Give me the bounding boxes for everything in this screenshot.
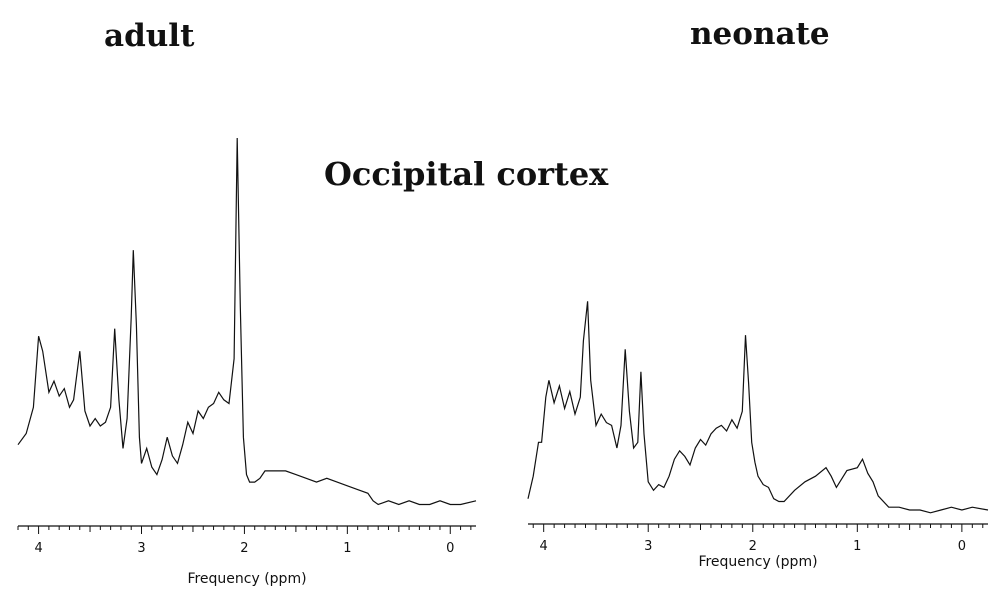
neonate-tick-label: 2: [749, 539, 757, 554]
adult-tick-label: 2: [240, 541, 248, 556]
adult-tick-label: 4: [34, 541, 42, 556]
neonate-x-axis-label: Frequency (ppm): [698, 554, 817, 570]
adult-spectrum-line: [17, 137, 477, 506]
neonate-tick-label: 1: [853, 539, 861, 554]
neonate-spectrum-panel: 4 3 2 1 0 Frequency (ppm): [527, 301, 989, 570]
neonate-tick-label: 0: [958, 539, 966, 554]
adult-spectrum-panel: 4 3 2 1 0 Frequency (ppm): [17, 137, 477, 587]
neonate-tick-label: 4: [540, 539, 548, 554]
adult-x-axis-label: Frequency (ppm): [187, 571, 306, 587]
adult-tick-label: 3: [137, 541, 145, 556]
adult-tick-label: 1: [343, 541, 351, 556]
adult-panel-title: adult: [104, 18, 195, 54]
adult-tick-label: 0: [446, 541, 454, 556]
region-title: Occipital cortex: [324, 155, 609, 193]
neonate-spectrum-line: [527, 301, 989, 514]
neonate-tick-label: 3: [644, 539, 652, 554]
neonate-panel-title: neonate: [690, 16, 830, 52]
